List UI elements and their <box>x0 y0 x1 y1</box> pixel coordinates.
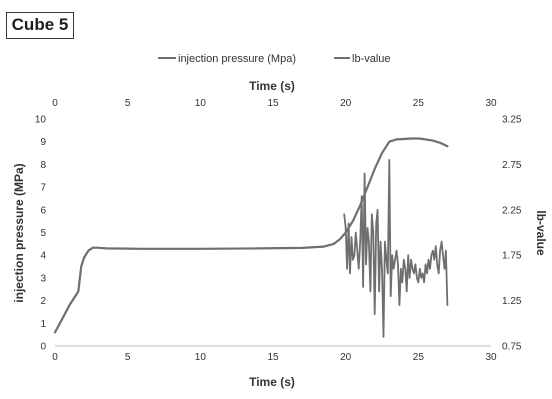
axes-layer: 0 5 10 15 20 25 30 0 5 10 15 20 25 30 0 1 2 3 4 5 6 7 8 9 10 0.75… <box>35 98 522 363</box>
y-axis-left-title: injection pressure (MPa) <box>12 163 26 302</box>
legend-label-lb-value: lb-value <box>352 53 391 65</box>
y-left-tick-label: 6 <box>40 205 46 216</box>
y-left-tick-label: 1 <box>40 319 46 330</box>
y-right-tick-label: 3.25 <box>502 115 522 126</box>
x-bottom-tick-label: 15 <box>267 352 279 363</box>
series-line-lb-value <box>343 159 449 338</box>
x-bottom-tick-label: 30 <box>485 352 497 363</box>
x-bottom-tick-label: 25 <box>413 352 425 363</box>
y-axis-right-title: lb-value <box>534 210 548 256</box>
x-top-tick-label: 10 <box>195 98 207 109</box>
y-right-tick-label: 0.75 <box>502 342 522 353</box>
x-top-tick-label: 15 <box>267 98 279 109</box>
y-left-tick-label: 2 <box>40 296 46 307</box>
x-bottom-tick-label: 10 <box>195 352 207 363</box>
series-layer <box>53 137 449 338</box>
y-right-tick-label: 1.75 <box>502 251 522 262</box>
y-left-tick-label: 9 <box>40 137 46 148</box>
series-line-injection-pressure <box>53 137 449 334</box>
x-top-tick-label: 5 <box>125 98 131 109</box>
x-bottom-tick-label: 5 <box>125 352 131 363</box>
x-top-tick-label: 0 <box>52 98 58 109</box>
y-left-tick-label: 0 <box>40 342 46 353</box>
y-left-tick-label: 4 <box>40 251 46 262</box>
x-bottom-tick-label: 0 <box>52 352 58 363</box>
y-left-tick-label: 7 <box>40 183 46 194</box>
y-right-tick-label: 2.75 <box>502 160 522 171</box>
legend-label-injection-pressure: injection pressure (Mpa) <box>178 53 296 65</box>
x-top-tick-label: 30 <box>485 98 497 109</box>
y-left-tick-label: 3 <box>40 273 46 284</box>
x-top-tick-label: 20 <box>340 98 352 109</box>
panel-label: Cube 5 <box>6 12 74 39</box>
y-right-tick-label: 2.25 <box>502 205 522 216</box>
x-top-tick-label: 25 <box>413 98 425 109</box>
x-axis-top-title: Time (s) <box>249 79 295 93</box>
y-left-tick-label: 5 <box>40 228 46 239</box>
x-bottom-tick-label: 20 <box>340 352 352 363</box>
x-axis-bottom-title: Time (s) <box>249 375 295 389</box>
y-right-tick-label: 1.25 <box>502 296 522 307</box>
y-left-tick-label: 8 <box>40 160 46 171</box>
y-left-tick-label: 10 <box>35 115 47 126</box>
legend: injection pressure (Mpa) lb-value <box>158 53 391 65</box>
